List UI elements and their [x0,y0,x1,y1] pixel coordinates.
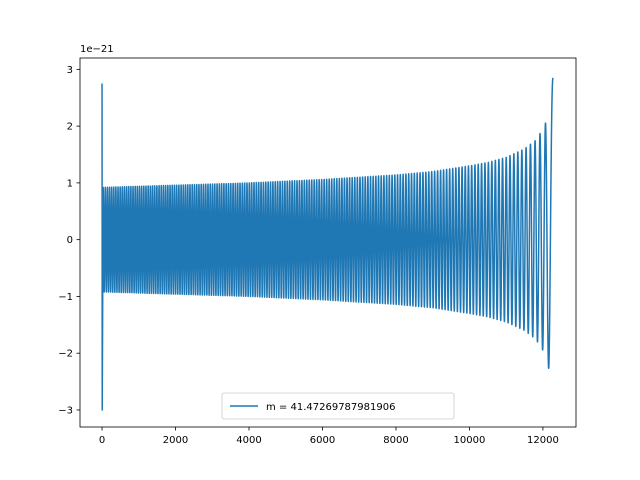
y-tick-label: −3 [58,405,73,416]
legend-entry-label: m = 41.47269787981906 [266,402,395,413]
y-axis: −3 −2 −1 0 1 2 3 [58,65,80,416]
x-tick-label: 8000 [383,435,408,446]
y-tick-label: −2 [58,349,73,360]
y-tick-label: 1 [67,178,73,189]
y-tick-label: −1 [58,292,73,303]
x-tick-label: 6000 [310,435,335,446]
y-tick-label: 3 [67,65,73,76]
x-tick-label: 12000 [527,435,559,446]
x-tick-label: 0 [99,435,105,446]
x-tick-label: 10000 [454,435,486,446]
y-tick-label: 0 [67,235,73,246]
axes-frame [79,57,577,428]
plot-area [79,57,577,428]
legend: m = 41.47269787981906 [221,392,455,420]
waveform-series-line [101,77,554,411]
y-axis-offset-label: 1e−21 [80,44,114,55]
legend-box [221,392,455,420]
x-tick-label: 2000 [163,435,188,446]
x-axis: 0 2000 4000 6000 8000 10000 12000 [99,427,559,446]
x-tick-label: 4000 [236,435,261,446]
y-tick-label: 2 [67,122,73,133]
